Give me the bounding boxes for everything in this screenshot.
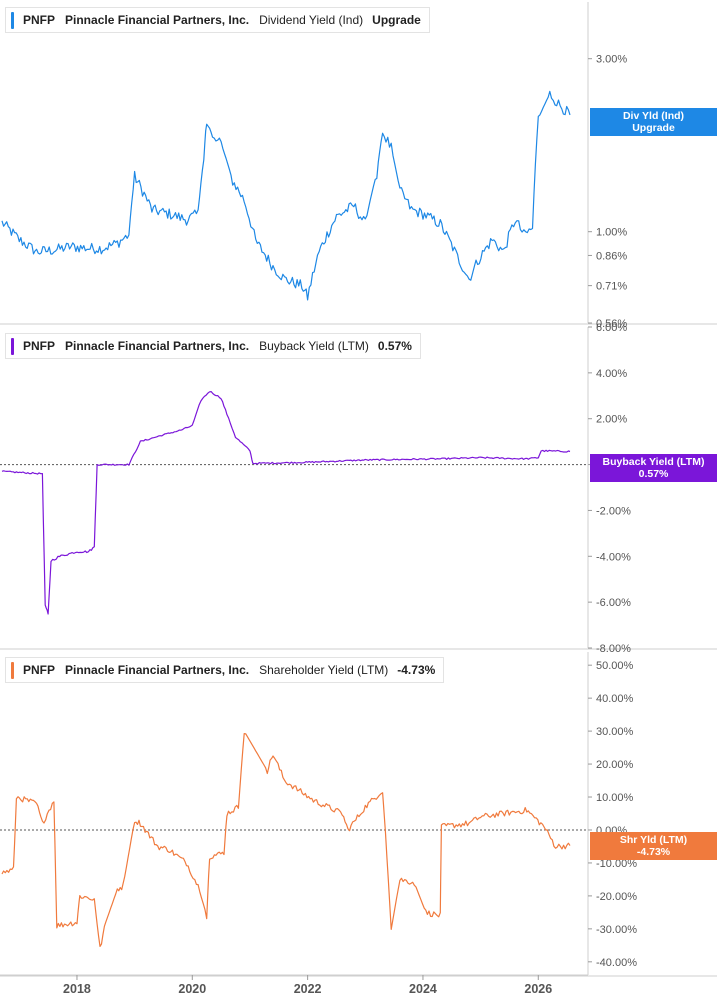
y-tick-label: 6.00% — [596, 322, 627, 334]
legend-shareholder-yield: PNFP Pinnacle Financial Partners, Inc. S… — [5, 657, 445, 683]
x-tick-label: 2024 — [409, 982, 437, 996]
series-swatch-buyback — [11, 337, 14, 355]
y-tick-label: 20.00% — [596, 759, 634, 771]
y-tick-label: -2.00% — [596, 505, 631, 517]
x-tick-label: 2022 — [294, 982, 322, 996]
y-tick-label: 0.86% — [596, 250, 627, 262]
y-tick-label: 0.71% — [596, 281, 627, 293]
legend-company: Pinnacle Financial Partners, Inc. — [65, 663, 250, 677]
y-tick-label: -6.00% — [596, 597, 631, 609]
x-tick-label: 2020 — [178, 982, 206, 996]
series-line-dividend-yield — [1, 90, 571, 301]
legend-buyback-yield: PNFP Pinnacle Financial Partners, Inc. B… — [5, 333, 421, 359]
y-tick-label: 10.00% — [596, 792, 634, 804]
legend-company: Pinnacle Financial Partners, Inc. — [65, 339, 250, 353]
y-tick-label: -40.00% — [596, 957, 637, 969]
y-tick-label: 50.00% — [596, 660, 634, 672]
tag-value: -4.73% — [636, 846, 671, 858]
x-tick-label: 2018 — [63, 982, 91, 996]
y-tick-label: 1.00% — [596, 227, 627, 239]
legend-value: 0.57% — [377, 339, 412, 353]
legend-company: Pinnacle Financial Partners, Inc. — [65, 13, 250, 27]
tag-label: Buyback Yield (LTM) — [602, 456, 705, 468]
x-tick-label: 2026 — [524, 982, 552, 996]
legend-value: Upgrade — [372, 13, 421, 27]
legend-ticker: PNFP — [23, 339, 56, 353]
legend-value: -4.73% — [397, 663, 436, 677]
series-swatch-dividend — [11, 11, 14, 29]
series-line-buyback-yield — [1, 391, 571, 615]
value-tag-buyback: Buyback Yield (LTM) 0.57% — [590, 454, 717, 482]
legend-ticker: PNFP — [23, 13, 56, 27]
y-tick-label: -20.00% — [596, 891, 637, 903]
legend-metric: Dividend Yield (Ind) — [259, 13, 364, 27]
value-tag-dividend: Div Yld (Ind) Upgrade — [590, 108, 717, 136]
tag-value: 0.57% — [638, 468, 669, 480]
y-tick-label: 3.00% — [596, 54, 627, 66]
y-tick-label: 30.00% — [596, 726, 634, 738]
tag-value: Upgrade — [632, 122, 675, 134]
legend-dividend-yield: PNFP Pinnacle Financial Partners, Inc. D… — [5, 7, 430, 33]
tag-label: Shr Yld (LTM) — [619, 834, 688, 846]
y-tick-label: -30.00% — [596, 924, 637, 936]
y-tick-label: -4.00% — [596, 551, 631, 563]
y-tick-label: 4.00% — [596, 368, 627, 380]
legend-metric: Buyback Yield (LTM) — [259, 339, 369, 353]
y-tick-label: -8.00% — [596, 643, 631, 655]
series-swatch-shareholder — [11, 661, 14, 679]
y-tick-label: 2.00% — [596, 414, 627, 426]
value-tag-shareholder: Shr Yld (LTM) -4.73% — [590, 832, 717, 860]
y-tick-label: -10.00% — [596, 858, 637, 870]
y-tick-label: 0.56% — [596, 318, 627, 330]
y-tick-label: 40.00% — [596, 693, 634, 705]
legend-ticker: PNFP — [23, 663, 56, 677]
tag-label: Div Yld (Ind) — [622, 110, 685, 122]
legend-metric: Shareholder Yield (LTM) — [259, 663, 389, 677]
series-line-shareholder-yield — [1, 732, 571, 948]
